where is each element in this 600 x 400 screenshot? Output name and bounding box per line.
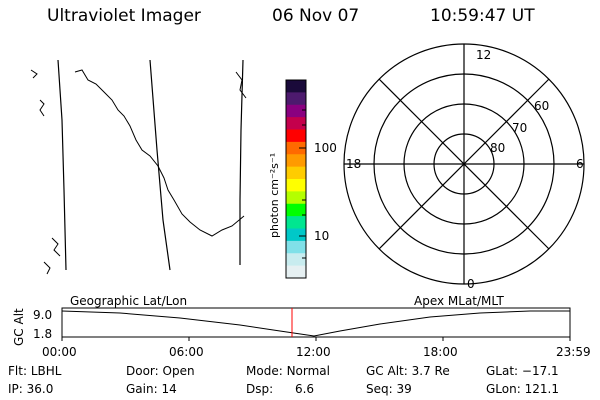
colorbar-segment xyxy=(286,92,306,106)
info-value: Normal xyxy=(286,364,330,378)
info-ip: IP: 36.0 xyxy=(8,382,53,396)
x-tick-label: 12:00 xyxy=(296,345,331,359)
lat-label-60: 60 xyxy=(534,99,550,113)
info-key: GLat: xyxy=(486,364,519,378)
y-tick-label: 9.0 xyxy=(33,308,53,322)
info-gc-alt: GC Alt: 3.7 Re xyxy=(366,364,450,378)
info-door: Door: Open xyxy=(126,364,195,378)
info-key: Seq: xyxy=(366,382,393,396)
polar-diagonal xyxy=(378,78,550,250)
observation-date: 06 Nov 07 xyxy=(272,6,360,26)
info-filter: Flt: LBHL xyxy=(8,364,61,378)
coastline xyxy=(51,237,61,257)
x-tick-label: 00:00 xyxy=(42,345,77,359)
coastline xyxy=(30,69,38,79)
apex-coords-title: Apex MLat/MLT xyxy=(414,294,504,308)
info-value: 14 xyxy=(161,382,177,396)
colorbar-tick-label: 100 xyxy=(314,141,337,155)
info-value: 6.6 xyxy=(294,382,315,396)
info-key: Dsp: xyxy=(246,382,274,396)
colorbar-ticks xyxy=(299,109,306,259)
colorbar-segment xyxy=(286,203,306,217)
altitude-curve xyxy=(61,310,570,337)
coastline xyxy=(235,71,247,99)
info-value: 3.7 Re xyxy=(411,364,450,378)
colorbar-segment xyxy=(286,240,306,254)
lat-label-70: 70 xyxy=(512,121,528,135)
colorbar-segment xyxy=(286,265,306,279)
info-key: IP: xyxy=(8,382,23,396)
meridian-line xyxy=(239,59,244,265)
colorbar-segment xyxy=(286,166,306,180)
coastline xyxy=(43,261,51,275)
timeline-y-axis-label: GC Alt xyxy=(12,308,26,346)
info-glon: GLon: 121.1 xyxy=(486,382,559,396)
coastline xyxy=(74,69,245,237)
mlt-label-midnight: 0 xyxy=(467,277,475,291)
colorbar-segment xyxy=(286,104,306,118)
info-gain: Gain: 14 xyxy=(126,382,177,396)
info-dsp: Dsp: 6.6 xyxy=(246,382,314,396)
colorbar-segment xyxy=(286,253,306,267)
timeline-graph xyxy=(61,307,571,341)
observation-time: 10:59:47 UT xyxy=(430,6,535,26)
instrument-title: Ultraviolet Imager xyxy=(47,6,201,26)
colorbar-segment xyxy=(286,216,306,229)
info-key: GLon: xyxy=(486,382,521,396)
colorbar-segment xyxy=(286,154,306,168)
colorbar-segment xyxy=(286,117,306,130)
info-key: Flt: xyxy=(8,364,27,378)
mlt-label-dusk: 18 xyxy=(346,157,362,171)
timeline-x-ticks xyxy=(61,337,571,341)
x-tick-label: 06:00 xyxy=(169,345,204,359)
info-value: 36.0 xyxy=(26,382,54,396)
info-key: Door: xyxy=(126,364,159,378)
coastline xyxy=(39,99,45,117)
info-seq: Seq: 39 xyxy=(366,382,412,396)
colorbar-frame xyxy=(285,79,307,279)
mlt-label-dawn: 6 xyxy=(576,157,584,171)
info-key: Mode: xyxy=(246,364,283,378)
colorbar-segment xyxy=(286,80,306,93)
info-value: Open xyxy=(162,364,195,378)
polar-plot xyxy=(343,43,585,285)
info-mode: Mode: Normal xyxy=(246,364,330,378)
x-tick-label: 23:59 xyxy=(556,345,591,359)
mlt-label-noon: 12 xyxy=(476,48,492,62)
colorbar-segment xyxy=(286,191,306,205)
geographic-map xyxy=(30,59,247,275)
info-value: −17.1 xyxy=(521,364,559,378)
meridian-line xyxy=(149,59,171,271)
info-key: GC Alt: xyxy=(366,364,408,378)
colorbar-unit-label: photon cm⁻²s⁻¹ xyxy=(268,153,281,238)
meridian-line xyxy=(57,59,67,271)
colorbar xyxy=(285,79,307,279)
geographic-coords-title: Geographic Lat/Lon xyxy=(70,294,188,308)
colorbar-segment xyxy=(286,179,306,192)
info-value: LBHL xyxy=(30,364,62,378)
info-value: 121.1 xyxy=(524,382,559,396)
info-glat: GLat: −17.1 xyxy=(486,364,559,378)
colorbar-segment xyxy=(286,228,306,242)
info-key: Gain: xyxy=(126,382,158,396)
colorbar-segment xyxy=(286,129,306,143)
colorbar-segment xyxy=(286,141,306,155)
colorbar-tick-label: 10 xyxy=(314,229,330,243)
y-tick-label: 1.8 xyxy=(33,327,53,341)
x-tick-label: 18:00 xyxy=(423,345,458,359)
info-value: 39 xyxy=(396,382,412,396)
lat-label-80: 80 xyxy=(490,141,506,155)
